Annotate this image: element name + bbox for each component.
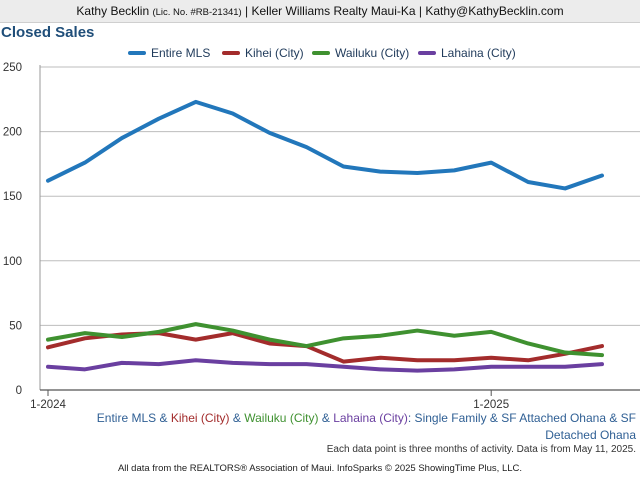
legend-item: Wailuku (City) bbox=[312, 45, 409, 61]
series-line-wailuku-city bbox=[46, 322, 604, 358]
y-tick-label: 0 bbox=[16, 385, 22, 397]
legend-swatch bbox=[418, 50, 436, 55]
caption-series-wailuku: Wailuku (City) bbox=[244, 411, 319, 425]
y-tick-label: 50 bbox=[9, 320, 22, 332]
y-tick-label: 250 bbox=[3, 62, 22, 74]
series-line-entire-mls bbox=[46, 99, 604, 191]
chart-caption: Entire MLS & Kihei (City) & Wailuku (Cit… bbox=[36, 410, 636, 444]
caption-series-entire-mls: Entire MLS bbox=[96, 411, 157, 425]
y-tick-label: 150 bbox=[3, 191, 22, 203]
caption-series-kihei: Kihei (City) bbox=[170, 411, 230, 425]
data-note: Each data point is three months of activ… bbox=[326, 444, 636, 455]
x-tick-label: 1-2025 bbox=[473, 399, 509, 411]
header-bar: Kathy Becklin (Lic. No. #RB-21341) | Kel… bbox=[0, 0, 640, 23]
legend-label: Entire MLS bbox=[151, 46, 211, 60]
legend-item: Kihei (City) bbox=[222, 45, 304, 61]
caption-amp-2: & bbox=[232, 411, 241, 425]
series-line-lahaina-city bbox=[46, 358, 604, 373]
legend-item: Lahaina (City) bbox=[418, 45, 516, 61]
caption-description: : Single Family & SF Attached Ohana & SF bbox=[407, 411, 636, 425]
chart-legend: Entire MLS Kihei (City) Wailuku (City) Laha… bbox=[0, 45, 640, 61]
legend-swatch bbox=[312, 50, 330, 55]
y-tick-label: 100 bbox=[3, 256, 22, 268]
legend-label: Kihei (City) bbox=[245, 46, 304, 60]
x-tick-label: 1-2024 bbox=[30, 399, 66, 411]
brokerage-contact: | Keller Williams Realty Maui-Ka | Kathy… bbox=[245, 4, 564, 18]
y-tick-label: 200 bbox=[3, 127, 22, 139]
agent-name: Kathy Becklin bbox=[76, 4, 150, 18]
footer-credit: All data from the REALTORS® Association … bbox=[117, 463, 523, 474]
caption-series-lahaina: Lahaina (City) bbox=[333, 411, 408, 425]
license-number: (Lic. No. #RB-21341) bbox=[152, 7, 242, 18]
legend-swatch bbox=[128, 50, 146, 55]
caption-description-cont: Detached Ohana bbox=[545, 428, 636, 442]
caption-amp-1: & bbox=[159, 411, 168, 425]
legend-item: Entire MLS bbox=[128, 45, 210, 61]
legend-swatch bbox=[222, 50, 240, 55]
legend-label: Lahaina (City) bbox=[441, 46, 516, 60]
chart-title: Closed Sales bbox=[1, 24, 95, 41]
legend-label: Wailuku (City) bbox=[335, 46, 410, 60]
caption-amp-3: & bbox=[321, 411, 330, 425]
